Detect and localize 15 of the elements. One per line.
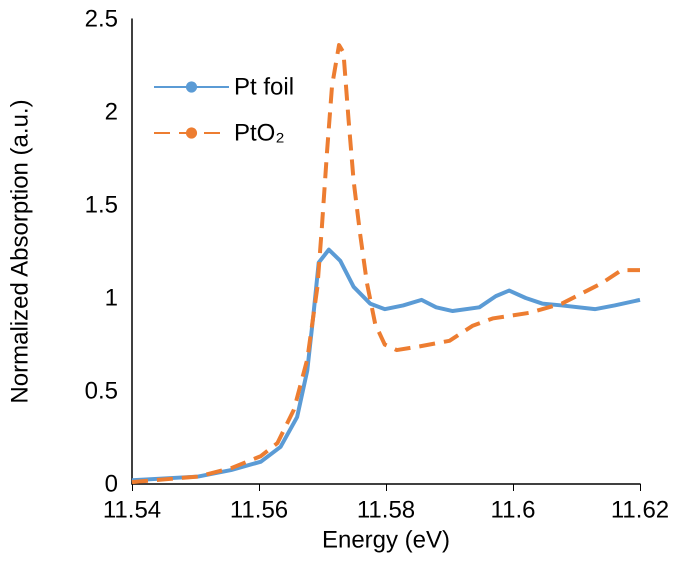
legend-label: PtO₂ bbox=[234, 120, 285, 146]
y-tick-label: 0.5 bbox=[84, 378, 118, 404]
y-axis-title: Normalized Absorption (a.u.) bbox=[6, 99, 34, 404]
y-tick-label: 1.5 bbox=[84, 192, 118, 218]
x-tick-label: 11.54 bbox=[102, 496, 162, 524]
x-tick-label: 11.6 bbox=[490, 496, 536, 524]
legend-label: Pt foil bbox=[234, 74, 294, 100]
y-tick-label: 2 bbox=[104, 98, 118, 126]
x-axis-title: Energy (eV) bbox=[322, 526, 450, 554]
y-tick-label: 2.5 bbox=[84, 6, 118, 32]
x-tick-label: 11.56 bbox=[230, 496, 288, 524]
y-tick-label: 0 bbox=[104, 470, 118, 498]
x-tick-label: 11.58 bbox=[356, 496, 416, 524]
y-tick-label: 1 bbox=[104, 284, 118, 312]
x-tick-label: 11.62 bbox=[610, 496, 670, 524]
